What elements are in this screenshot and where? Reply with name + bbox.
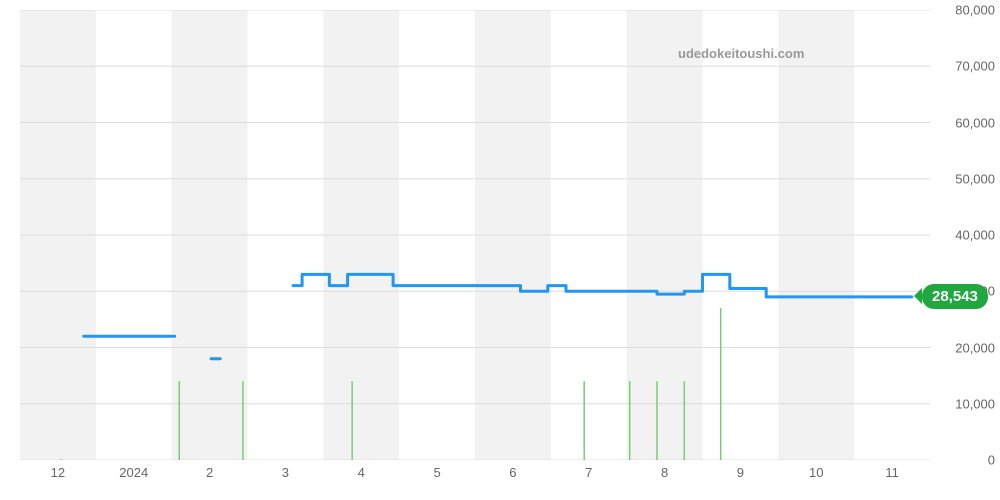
x-tick-label: 9 — [737, 465, 744, 480]
x-tick-label: 12 — [51, 465, 65, 480]
x-tick-label: 5 — [433, 465, 440, 480]
x-tick-label: 6 — [509, 465, 516, 480]
x-tick-label: 8 — [661, 465, 668, 480]
x-tick-label: 10 — [809, 465, 823, 480]
chart-area: udedokeitoushi.com — [20, 10, 930, 460]
x-tick-label: 2 — [206, 465, 213, 480]
y-tick-label: 0 — [988, 453, 995, 468]
y-axis: 010,00020,00030,00040,00050,00060,00070,… — [940, 10, 1000, 460]
y-tick-label: 10,000 — [955, 396, 995, 411]
x-tick-label: 4 — [358, 465, 365, 480]
y-tick-label: 80,000 — [955, 3, 995, 18]
x-tick-label: 3 — [282, 465, 289, 480]
current-value-badge: 28,543 — [922, 284, 988, 309]
chart-svg — [20, 10, 930, 460]
y-tick-label: 20,000 — [955, 340, 995, 355]
y-tick-label: 60,000 — [955, 115, 995, 130]
x-tick-label: 2024 — [119, 465, 148, 480]
y-tick-label: 50,000 — [955, 171, 995, 186]
y-tick-label: 70,000 — [955, 59, 995, 74]
x-axis: 12 2024 2 3 4 5 6 7 8 9 10 11 — [20, 465, 930, 490]
y-tick-label: 40,000 — [955, 228, 995, 243]
x-tick-label: 7 — [585, 465, 592, 480]
x-tick-label: 11 — [885, 465, 899, 480]
watermark: udedokeitoushi.com — [678, 46, 804, 61]
